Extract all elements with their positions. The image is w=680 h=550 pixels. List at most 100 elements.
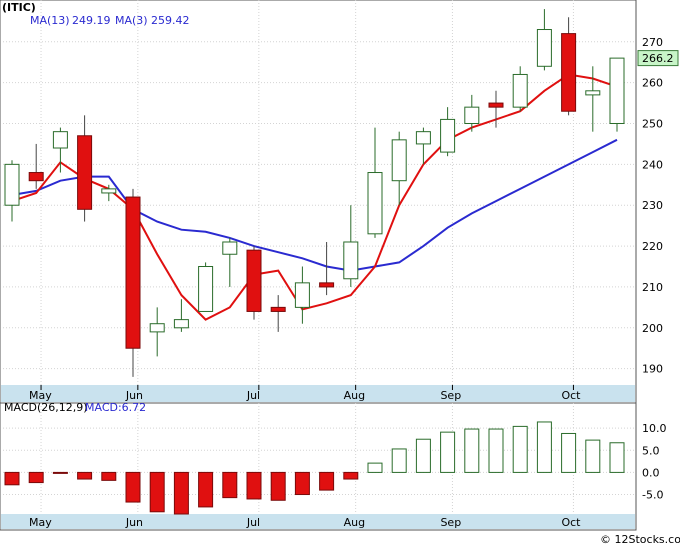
macd-bar-negative: [101, 471, 117, 481]
last-price-box: 266.2: [637, 50, 679, 67]
macd-bar-negative: [270, 471, 286, 501]
candle-up: [222, 241, 238, 255]
macd-bar-negative: [343, 471, 359, 480]
macd-bar-negative: [319, 471, 335, 491]
macd-x-tick-label: Sep: [440, 516, 461, 529]
macd-bar-negative: [294, 471, 310, 496]
price-x-axis-band: [1, 385, 635, 402]
price-y-tick-label: 260: [642, 77, 663, 90]
macd-bar-negative: [246, 471, 262, 500]
macd-bar-positive: [464, 428, 480, 473]
macd-legend-value: MACD:6.72: [85, 401, 146, 414]
candle-down: [488, 102, 504, 108]
macd-panel: [0, 402, 637, 531]
macd-bar-negative: [173, 471, 189, 515]
price-y-tick-label: 230: [642, 199, 663, 212]
macd-bar-negative: [149, 471, 165, 513]
legend-ma-fast-label: MA(3): [115, 14, 148, 27]
candle-up: [343, 241, 359, 280]
candle-down: [561, 33, 577, 112]
candle-down: [77, 135, 93, 210]
macd-x-axis: May Jun Jul Aug Sep Oct: [29, 516, 581, 529]
candle-up: [585, 90, 601, 96]
price-y-tick-label: 250: [642, 117, 663, 130]
price-x-tick-label: Jun: [125, 389, 143, 402]
candle-up: [149, 323, 165, 333]
macd-bar-positive: [488, 428, 504, 473]
macd-x-tick-label: Jul: [246, 516, 260, 529]
macd-x-tick-label: May: [29, 516, 52, 529]
candle-down: [270, 306, 286, 312]
candle-down: [125, 196, 141, 349]
watermark: © 12Stocks.com: [600, 533, 680, 546]
macd-legend: MACD(26,12,9) MACD:6.72: [4, 401, 146, 414]
macd-x-tick-label: Jun: [125, 516, 143, 529]
candle-down: [246, 249, 262, 312]
macd-y-tick-label: 10.0: [642, 422, 667, 435]
candle-down: [319, 282, 335, 288]
macd-bar-negative: [125, 471, 141, 503]
price-y-tick-label: 270: [642, 36, 663, 49]
macd-bar-positive: [415, 438, 431, 473]
macd-y-axis: 10.0 5.0 0.0 -5.0: [642, 422, 667, 501]
legend-ma-slow-value: 249.19: [72, 14, 111, 27]
ma-13-line: [11, 138, 618, 272]
price-panel: [0, 0, 637, 404]
candlesticks: [4, 9, 625, 377]
price-y-tick-label: 210: [642, 281, 663, 294]
macd-legend-label: MACD(26,12,9): [4, 401, 88, 414]
price-x-tick-label: Jul: [246, 389, 260, 402]
candle-up: [173, 319, 189, 329]
price-x-tick-label: May: [29, 389, 52, 402]
legend-ma-slow-label: MA(13): [30, 14, 70, 27]
macd-bar-positive: [536, 421, 552, 473]
candle-down: [28, 172, 44, 182]
price-x-tick-label: Aug: [344, 389, 365, 402]
candle-up: [52, 131, 68, 149]
price-legend: (ITIC) MA(13) 249.19 MA(3) 259.42: [2, 1, 190, 27]
macd-bar-positive: [440, 431, 456, 473]
candle-up: [536, 29, 552, 67]
price-y-tick-label: 220: [642, 240, 663, 253]
macd-y-tick-label: 5.0: [642, 444, 660, 457]
macd-x-tick-label: Aug: [344, 516, 365, 529]
candle-up: [4, 163, 20, 206]
macd-bar-positive: [609, 442, 625, 473]
macd-x-axis-band: [1, 514, 635, 529]
macd-bar-negative: [52, 471, 68, 474]
macd-bar-positive: [561, 432, 577, 473]
macd-bar-negative: [198, 471, 214, 508]
macd-bar-positive: [512, 425, 528, 473]
candle-up: [367, 172, 383, 235]
macd-bar-negative: [28, 471, 44, 484]
price-x-tick-label: Sep: [440, 389, 461, 402]
macd-bar-positive: [585, 439, 601, 473]
macd-bar-negative: [222, 471, 238, 499]
macd-x-tick-label: Oct: [561, 516, 581, 529]
macd-bar-positive: [391, 448, 407, 473]
price-y-axis: 190 200 210 220 230 240 250 260 270: [642, 36, 663, 376]
price-x-tick-label: Oct: [561, 389, 581, 402]
price-y-tick-label: 240: [642, 158, 663, 171]
macd-bar-positive: [367, 462, 383, 473]
candle-up: [294, 282, 310, 308]
candle-up: [512, 73, 528, 108]
ticker-label: (ITIC): [2, 1, 36, 14]
price-grid: [3, 0, 636, 385]
candle-up: [440, 118, 456, 153]
candle-up: [609, 57, 625, 124]
candle-up: [198, 266, 214, 312]
macd-y-tick-label: -5.0: [642, 489, 663, 502]
legend-ma-fast-value: 259.42: [151, 14, 190, 27]
candle-up: [464, 106, 480, 124]
last-price-label: 266.2: [642, 52, 674, 65]
macd-y-tick-label: 0.0: [642, 466, 660, 479]
macd-histogram: [4, 421, 625, 515]
macd-bar-negative: [77, 471, 93, 480]
price-y-tick-label: 190: [642, 363, 663, 376]
macd-bar-negative: [4, 471, 20, 486]
candle-up: [415, 131, 431, 145]
price-x-axis: May Jun Jul Aug Sep Oct: [29, 385, 581, 402]
candle-up: [391, 139, 407, 182]
